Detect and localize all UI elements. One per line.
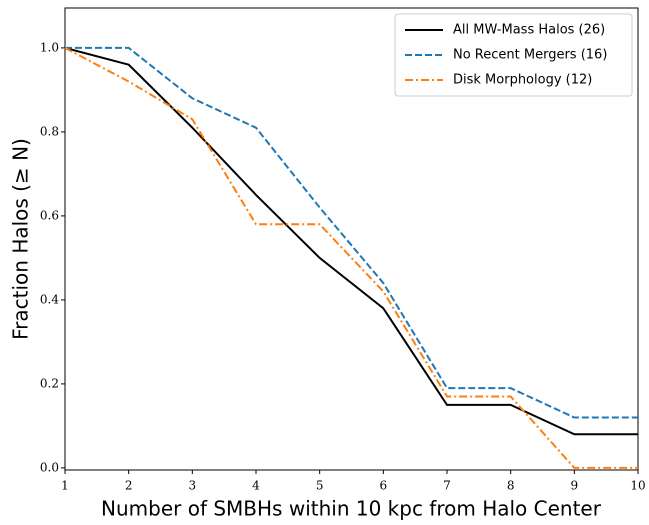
series-line (65, 46, 638, 419)
x-tick-label: 9 (571, 479, 579, 493)
legend-box (394, 13, 633, 97)
x-axis-label: Number of SMBHs within 10 kpc from Halo … (101, 497, 602, 521)
y-tick-label: 0.8 (40, 124, 59, 138)
x-tick-label: 10 (630, 479, 645, 493)
y-tick-label: 0.2 (40, 376, 59, 390)
x-tick-label: 3 (189, 479, 197, 493)
x-tick-label: 5 (316, 479, 324, 493)
legend-label: No Recent Mergers (16) (453, 48, 607, 63)
x-tick-label: 1 (61, 479, 69, 493)
x-tick-label: 7 (443, 479, 451, 493)
y-tick-label: 0.6 (40, 208, 59, 222)
y-tick-label: 1.0 (40, 40, 59, 54)
legend-label: All MW-Mass Halos (26) (453, 23, 605, 38)
x-tick-label: 4 (252, 479, 260, 493)
legend-label: Disk Morphology (12) (453, 73, 592, 88)
series-line (64, 46, 638, 436)
y-axis-label: Fraction Halos (≥ N) (9, 138, 33, 340)
plot-frame (64, 7, 639, 471)
series-line (64, 47, 638, 469)
x-tick-label: 2 (125, 479, 133, 493)
y-tick-label: 0.0 (40, 460, 59, 474)
x-tick-label: 6 (380, 479, 388, 493)
x-tick-label: 8 (507, 479, 515, 493)
y-tick-label: 0.4 (40, 292, 59, 306)
